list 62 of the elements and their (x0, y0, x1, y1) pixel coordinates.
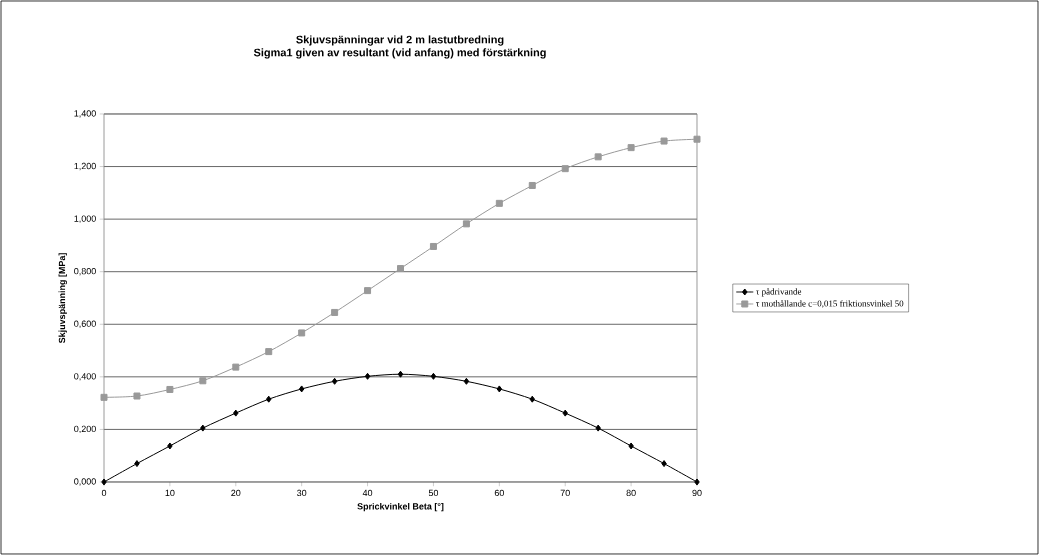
point (496, 385, 503, 393)
y-tick-label: 0,600 (74, 320, 96, 328)
point (331, 377, 338, 385)
y-tick-label: 1,000 (74, 215, 96, 223)
point (100, 393, 108, 401)
y-tick-label: 0,400 (74, 373, 96, 381)
point (166, 385, 174, 393)
y-tick-label: 1,400 (74, 110, 96, 118)
point (594, 153, 602, 161)
point (199, 377, 207, 385)
point (463, 377, 470, 385)
point (429, 242, 437, 250)
point (101, 478, 107, 486)
point (627, 144, 635, 152)
point (628, 442, 634, 450)
point (529, 395, 536, 403)
point (265, 395, 272, 403)
legend-label: τ pådrivande (755, 288, 802, 297)
y-axis-title: Skjuvspänning [MPa] (58, 253, 67, 344)
point (331, 308, 339, 316)
y-tick-label: 0,800 (74, 267, 96, 276)
point (364, 287, 372, 295)
point (200, 424, 206, 432)
point (495, 199, 503, 207)
point (430, 372, 437, 380)
point (528, 181, 536, 189)
point (462, 220, 470, 228)
x-tick-label: 50 (428, 489, 439, 497)
y-tick-label: 0,200 (74, 425, 96, 434)
point (397, 265, 404, 273)
x-tick-label: 20 (231, 489, 241, 497)
point (693, 135, 701, 143)
x-tick-label: 10 (165, 489, 175, 497)
point (694, 478, 700, 486)
chart-title: Skjuvspänningar vid 2 m lastutbredning (296, 35, 504, 46)
x-tick-label: 70 (560, 489, 570, 497)
y-tick-label: 1,200 (74, 162, 96, 171)
point (595, 424, 601, 432)
point (134, 460, 140, 468)
point (167, 442, 173, 450)
point (561, 165, 569, 173)
point (661, 460, 667, 468)
point (232, 363, 240, 371)
x-tick-label: 80 (626, 489, 636, 497)
y-tick-label: 0,000 (74, 478, 96, 486)
point (397, 370, 404, 378)
x-tick-label: 40 (362, 489, 373, 497)
point (298, 329, 306, 337)
chart-subtitle: Sigma1 given av resultant (vid anfang) med förstärkning (253, 48, 546, 59)
point (562, 409, 568, 417)
point (233, 409, 239, 417)
point (265, 348, 273, 356)
point (133, 392, 141, 400)
point (298, 385, 305, 393)
point (660, 137, 668, 145)
x-tick-label: 60 (494, 489, 504, 497)
x-tick-label: 30 (297, 489, 307, 497)
x-tick-label: 0 (101, 489, 107, 497)
point (364, 372, 371, 380)
x-tick-label: 90 (692, 489, 702, 497)
x-axis-title: Sprickvinkel Beta [°] (357, 502, 444, 512)
legend-label: τ mothållande c=0,015 friktionsvinkel 50 (755, 299, 904, 308)
